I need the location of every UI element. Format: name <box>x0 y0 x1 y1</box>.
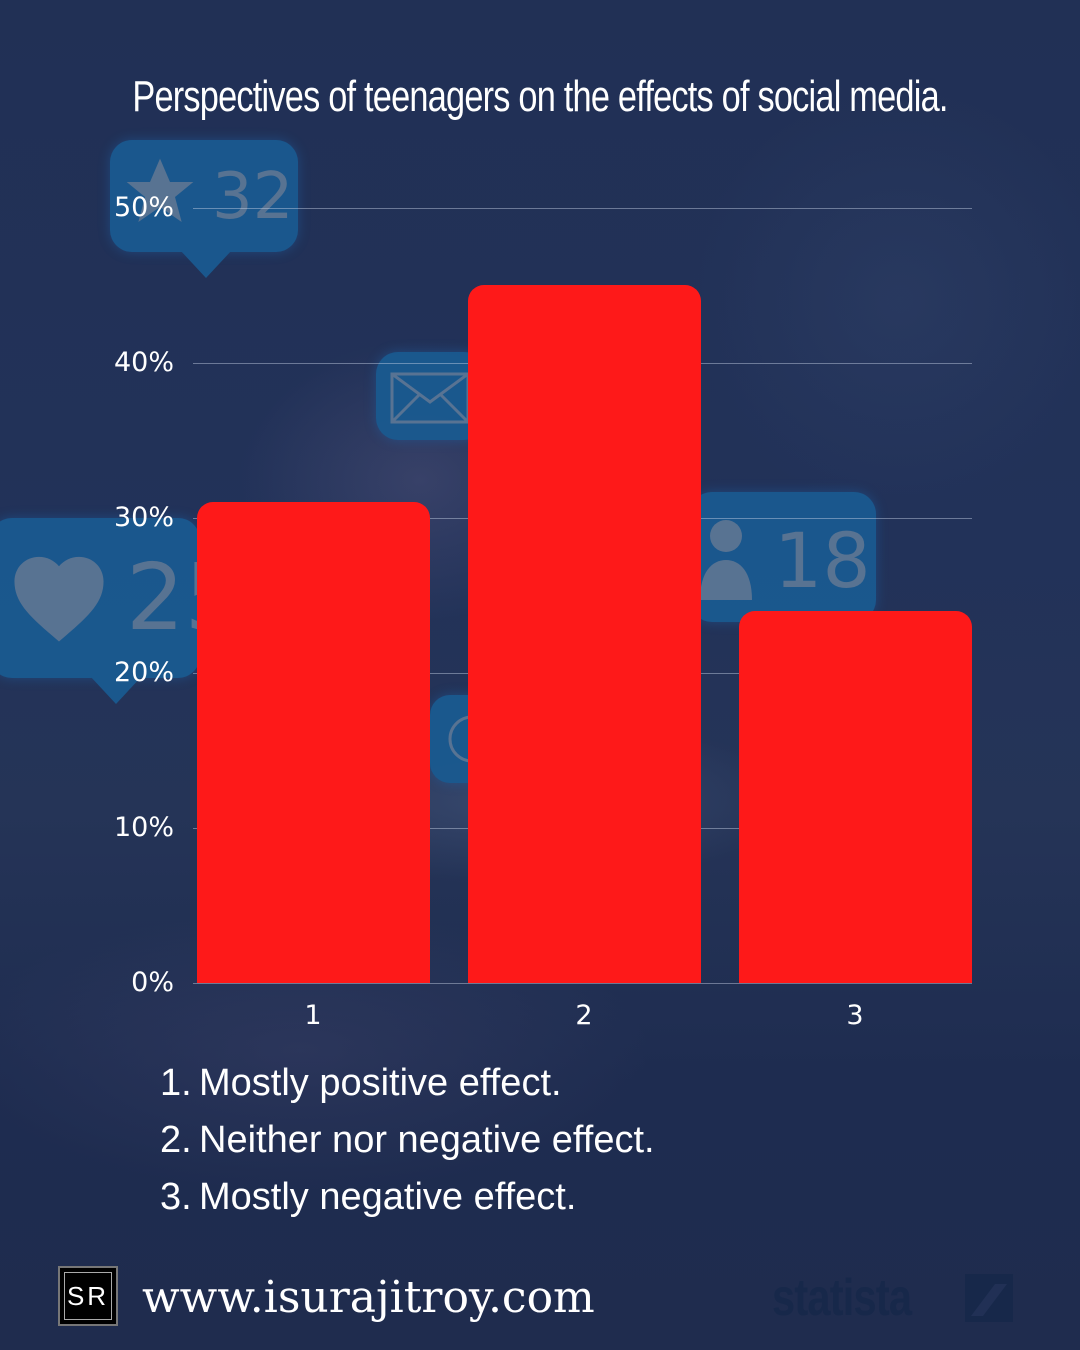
x-tick-label: 3 <box>846 1000 864 1031</box>
bar-1 <box>197 502 430 983</box>
y-tick-label: 10% <box>113 812 174 843</box>
y-tick-label: 30% <box>113 502 174 533</box>
user-icon <box>700 520 752 600</box>
star-notification-bubble: 32 <box>110 140 298 278</box>
legend-number: 3. <box>160 1176 192 1218</box>
chart-title: Perspectives of teenagers on the effects… <box>132 72 948 121</box>
legend-number: 1. <box>160 1062 192 1104</box>
envelope-icon <box>390 372 470 424</box>
statista-mark-icon <box>965 1274 1013 1322</box>
legend-item: 1. Mostly positive effect. <box>160 1062 655 1119</box>
legend-item: 2. Neither nor negative effect. <box>160 1119 655 1176</box>
bar-2 <box>468 285 701 983</box>
follower-count: 18 <box>774 516 871 605</box>
bar-3 <box>739 611 972 983</box>
x-tick-label: 1 <box>304 1000 322 1031</box>
star-icon <box>126 158 194 222</box>
heart-notification-bubble: 25 <box>0 518 243 704</box>
sr-logo: SR <box>58 1266 118 1326</box>
legend-label: Neither nor negative effect. <box>199 1119 655 1161</box>
y-tick-label: 0% <box>131 967 174 998</box>
legend-item: 3. Mostly negative effect. <box>160 1176 655 1233</box>
legend-number: 2. <box>160 1119 192 1161</box>
legend: 1. Mostly positive effect. 2. Neither no… <box>160 1062 655 1233</box>
y-tick-label: 50% <box>113 192 174 223</box>
logo-text: SR <box>64 1272 112 1320</box>
legend-label: Mostly negative effect. <box>199 1176 577 1218</box>
y-tick-label: 40% <box>113 347 174 378</box>
star-count: 32 <box>212 160 294 234</box>
heart-icon <box>14 556 104 642</box>
gridline-0 <box>193 983 972 984</box>
x-tick-label: 2 <box>575 1000 593 1031</box>
follower-notification-bubble: 18 <box>690 492 876 622</box>
source-logo: statista <box>772 1269 912 1327</box>
website-link[interactable]: www.isurajitroy.com <box>142 1272 595 1323</box>
gridline-50 <box>193 208 972 209</box>
y-tick-label: 20% <box>113 657 174 688</box>
legend-label: Mostly positive effect. <box>199 1062 562 1104</box>
